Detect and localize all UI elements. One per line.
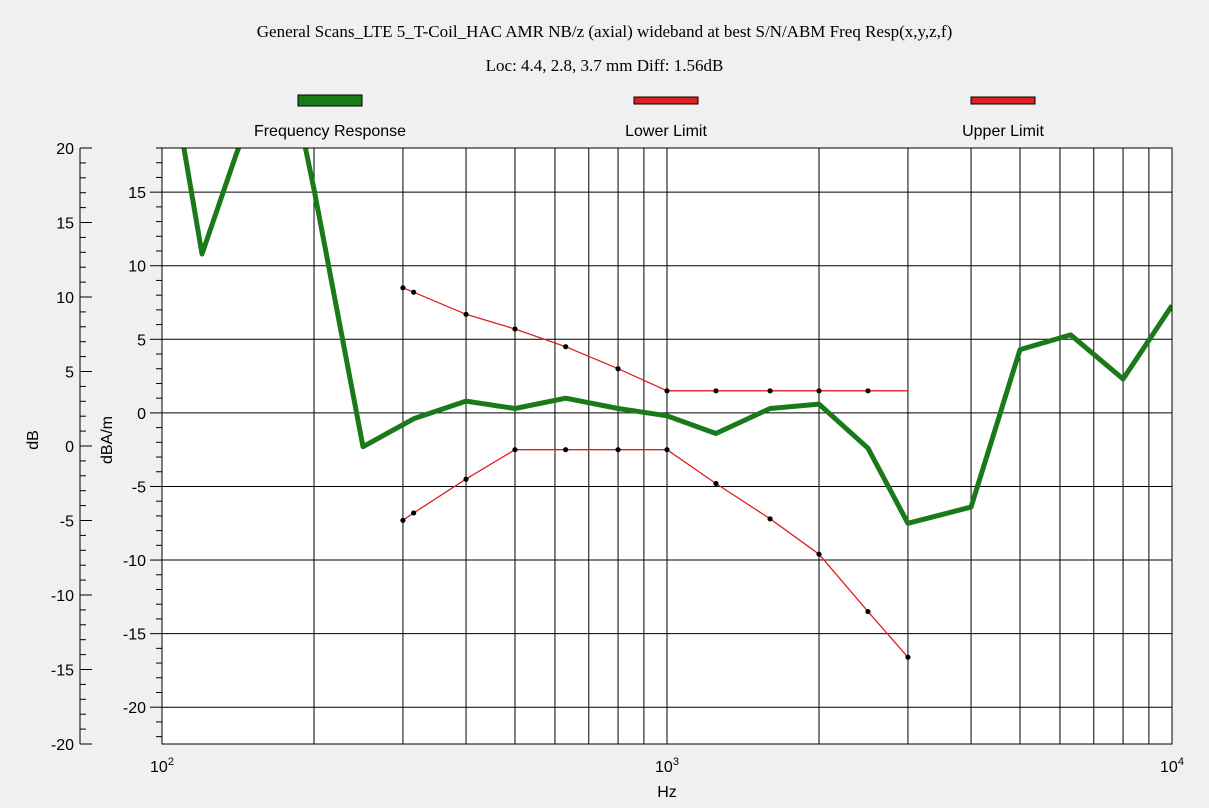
x-axis-tick-label: 102	[150, 756, 174, 776]
axes: 20 15 10 5 0 -5 -10 -15 -20 15 10 5 0 -5 -10 -15 -20 dB dB…	[25, 141, 1184, 801]
y-axis-label-right: dBA/m	[99, 416, 116, 464]
left-axis-tick-label: 5	[65, 365, 74, 382]
data-point-lower-limit	[512, 447, 518, 453]
data-point-upper-limit	[463, 311, 469, 317]
y-axis-label-left: dB	[25, 430, 42, 450]
data-point-lower-limit	[905, 654, 911, 660]
series-line-lower-limit	[402, 449, 909, 658]
data-point-lower-limit	[767, 516, 773, 522]
plot-area	[161, 148, 1173, 744]
right-axis-tick-label: 10	[128, 259, 146, 276]
x-axis-tick-label: 103	[655, 756, 679, 776]
left-axis-tick-label: -10	[51, 588, 74, 605]
series-line-frequency-response	[181, 148, 1172, 526]
data-point-upper-limit	[767, 388, 773, 394]
right-axis-tick-label: -5	[132, 479, 146, 496]
data-point-upper-limit	[512, 326, 518, 332]
legend-swatch-frequency-response	[297, 94, 363, 107]
data-point-lower-limit	[664, 447, 670, 453]
left-axis-tick-label: 10	[56, 290, 74, 307]
right-axis-tick-label: -10	[123, 553, 146, 570]
series-line-upper-limit	[402, 287, 908, 392]
data-point-upper-limit	[865, 388, 871, 394]
right-axis-tick-label: 0	[137, 406, 146, 423]
chart-title: General Scans_LTE 5_T-Coil_HAC AMR NB/z …	[256, 22, 953, 41]
data-point-upper-limit	[615, 366, 621, 372]
data-point-lower-limit	[615, 447, 621, 453]
legend-swatch-lower-limit	[633, 96, 699, 105]
chart-subtitle: Loc: 4.4, 2.8, 3.7 mm Diff: 1.56dB	[485, 56, 724, 75]
left-axis-tick-label: -20	[51, 737, 74, 754]
right-axis-tick-label: -20	[123, 700, 146, 717]
data-point-lower-limit	[563, 447, 569, 453]
right-axis-tick-label: -15	[123, 627, 146, 644]
data-point-upper-limit	[563, 344, 569, 350]
left-axis-tick-label: 20	[56, 141, 74, 158]
legend-label-upper-limit: Upper Limit	[962, 123, 1044, 140]
left-axis-tick-label: -5	[60, 514, 74, 531]
data-point-lower-limit	[713, 480, 719, 487]
plot-frame	[161, 147, 1173, 745]
x-axis-label: Hz	[657, 784, 677, 801]
legend-label-lower-limit: Lower Limit	[625, 123, 707, 140]
data-point-lower-limit	[400, 517, 406, 523]
data-point-lower-limit	[411, 510, 417, 516]
right-axis-tick-label: 5	[137, 332, 146, 349]
data-point-lower-limit	[816, 551, 822, 557]
left-axis-tick-label: -15	[51, 663, 74, 680]
data-point-upper-limit	[664, 388, 670, 394]
legend-swatch-upper-limit	[970, 96, 1036, 105]
right-axis-tick-label: 15	[128, 185, 146, 202]
data-point-upper-limit	[713, 388, 719, 394]
legend: Frequency Response Lower Limit Upper Limit	[254, 94, 1044, 140]
data-point-upper-limit	[411, 289, 417, 295]
left-axis-tick-label: 0	[65, 439, 74, 456]
left-axis-tick-label: 15	[56, 216, 74, 233]
x-axis-tick-label: 104	[1160, 756, 1184, 776]
data-point-upper-limit	[816, 388, 822, 394]
legend-label-frequency-response: Frequency Response	[254, 123, 406, 140]
data-point-lower-limit	[865, 608, 871, 615]
series-group	[181, 148, 1172, 660]
data-point-upper-limit	[400, 285, 406, 291]
data-point-lower-limit	[463, 476, 469, 482]
